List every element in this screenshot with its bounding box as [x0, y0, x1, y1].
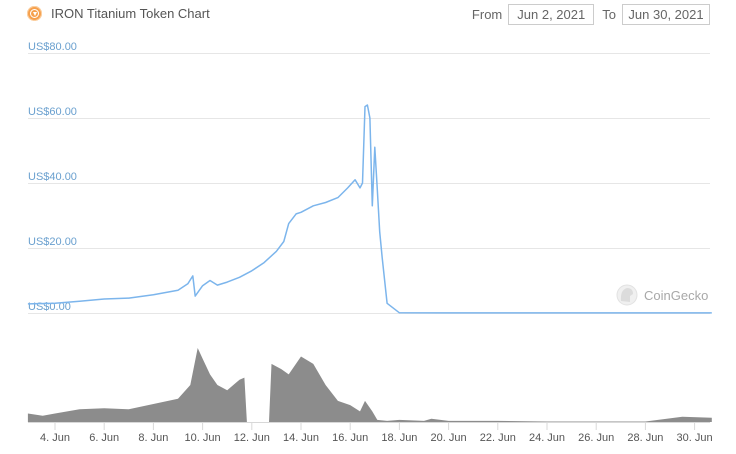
y-tick-label: US$60.00	[28, 106, 77, 118]
gecko-head-icon	[620, 288, 633, 302]
x-axis-ticks: 4. Jun 6. Jun 8. Jun 10. Jun 12. Jun 14. Jun 1…	[40, 423, 713, 444]
y-tick-label: US$40.00	[28, 171, 77, 183]
x-tick-label: 10. Jun	[185, 432, 221, 444]
x-tick-label: 18. Jun	[381, 432, 417, 444]
y-gridlines	[28, 53, 710, 314]
x-tick-label: 6. Jun	[89, 432, 119, 444]
x-tick-label: 24. Jun	[529, 432, 565, 444]
x-tick-label: 22. Jun	[480, 432, 516, 444]
coingecko-watermark: CoinGecko	[616, 284, 708, 306]
watermark-text: CoinGecko	[644, 288, 708, 303]
x-tick-label: 28. Jun	[627, 432, 663, 444]
date-range: From To	[472, 4, 736, 25]
chart-title: IRON Titanium Token Chart	[51, 6, 210, 21]
x-tick-label: 16. Jun	[332, 432, 368, 444]
price-line	[27, 104, 712, 314]
x-tick-label: 14. Jun	[283, 432, 319, 444]
iron-coin-icon	[27, 6, 42, 21]
y-tick-label: US$80.00	[28, 41, 77, 53]
x-tick-label: 12. Jun	[234, 432, 270, 444]
x-tick-label: 30. Jun	[677, 432, 713, 444]
from-date-input[interactable]	[508, 4, 595, 25]
from-label: From	[471, 7, 503, 22]
x-tick-label: 20. Jun	[431, 432, 467, 444]
volume-area	[27, 348, 712, 422]
to-label: To	[602, 7, 616, 22]
y-tick-label: US$20.00	[28, 236, 77, 248]
to-date-input[interactable]	[622, 4, 710, 25]
chart-header: IRON Titanium Token Chart From To	[0, 0, 736, 30]
x-tick-label: 8. Jun	[138, 432, 168, 444]
x-tick-label: 4. Jun	[40, 432, 70, 444]
x-tick-label: 26. Jun	[578, 432, 614, 444]
title-group: IRON Titanium Token Chart	[27, 6, 210, 21]
